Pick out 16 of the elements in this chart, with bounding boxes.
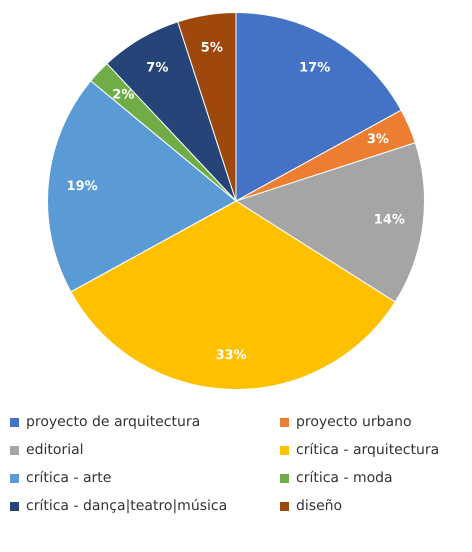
data-label: 17% <box>299 60 330 76</box>
legend-label: crítica - arte <box>26 470 112 486</box>
legend-label: editorial <box>26 442 84 458</box>
data-label: 3% <box>366 132 389 147</box>
legend-label: proyecto de arquitectura <box>26 414 200 430</box>
data-label: 14% <box>374 212 405 228</box>
legend-label: crítica - dança|teatro|música <box>26 498 228 514</box>
data-label: 2% <box>112 88 134 103</box>
legend-label: crítica - moda <box>296 470 393 486</box>
legend-label: diseño <box>296 498 342 514</box>
data-label: 5% <box>200 40 223 56</box>
legend-label: proyecto urbano <box>296 414 412 430</box>
legend-label: crítica - arquitectura <box>296 442 440 458</box>
data-label: 33% <box>216 348 247 363</box>
data-label: 19% <box>66 178 98 194</box>
data-label: 7% <box>146 60 168 76</box>
